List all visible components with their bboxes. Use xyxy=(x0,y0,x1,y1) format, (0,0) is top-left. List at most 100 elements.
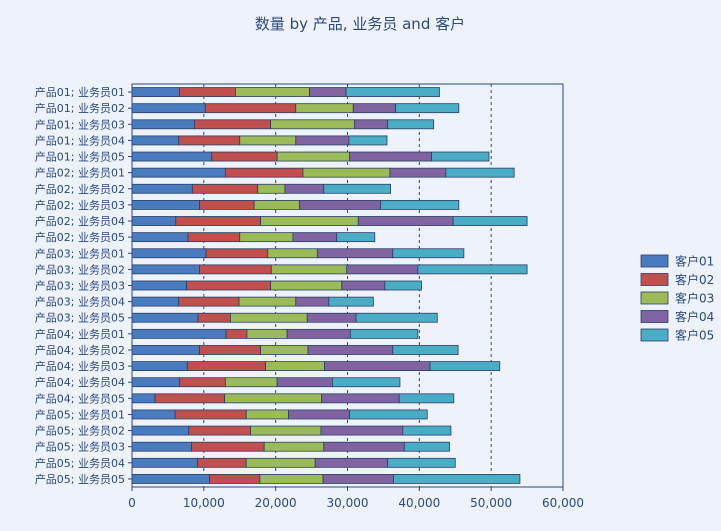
bar-segment xyxy=(341,280,386,291)
bar-segment xyxy=(257,183,286,194)
bar-segment xyxy=(392,345,459,355)
bar-segment xyxy=(357,216,454,226)
bar-segment xyxy=(239,232,294,243)
bar-segment xyxy=(131,103,206,114)
bar-segment xyxy=(194,119,272,130)
bar-segment xyxy=(179,87,236,97)
bar-segment xyxy=(260,216,359,226)
bar-segment xyxy=(314,457,389,468)
y-tick-label: 产品01; 业务员03 xyxy=(35,117,125,131)
bar-segment xyxy=(346,264,419,275)
bar-segment xyxy=(345,87,440,97)
bar-segment xyxy=(197,312,231,323)
bar-segment xyxy=(191,183,259,194)
bar-segment xyxy=(131,425,190,436)
legend: 客户01 客户02 客户03 客户04 客户05 xyxy=(640,254,714,343)
bar-segment xyxy=(387,119,435,130)
y-tick-label: 产品01; 业务员02 xyxy=(35,101,125,115)
bar-segment xyxy=(302,167,391,178)
bar-segment xyxy=(186,361,267,372)
bar-segment xyxy=(199,345,261,355)
bar-segment xyxy=(179,377,226,388)
bar-segment xyxy=(286,328,351,339)
bar-segment xyxy=(307,345,394,355)
y-tick-label: 产品03; 业务员05 xyxy=(35,311,125,325)
bar-segment xyxy=(131,87,180,97)
legend-label: 客户02 xyxy=(675,272,714,287)
bar-segment xyxy=(131,409,176,420)
bar-segment xyxy=(387,457,456,468)
bar-segment xyxy=(265,361,325,372)
grid-layer xyxy=(203,84,492,487)
y-tick-label: 产品02; 业务员01 xyxy=(35,166,125,180)
bar-segment xyxy=(292,232,338,243)
bar-segment xyxy=(204,103,297,114)
bar-segment xyxy=(191,441,265,452)
bar-segment xyxy=(131,216,177,226)
bar-segment xyxy=(238,296,297,307)
bar-segment xyxy=(270,280,343,291)
bar-segment xyxy=(230,312,308,323)
bar-segment xyxy=(131,296,180,307)
bar-segment xyxy=(187,232,241,243)
y-tick-label: 产品03; 业务员03 xyxy=(35,279,125,293)
bar-layer xyxy=(131,87,528,484)
bar-segment xyxy=(323,441,405,452)
y-tick-label: 产品02; 业务员02 xyxy=(35,182,125,196)
bar-segment xyxy=(131,167,226,178)
y-tick-label: 产品02; 业务员05 xyxy=(35,230,125,244)
y-tick-label: 产品02; 业务员03 xyxy=(35,198,125,212)
bar-segment xyxy=(398,393,455,404)
legend-label: 客户03 xyxy=(675,291,714,306)
bar-segment xyxy=(355,312,438,323)
bar-segment xyxy=(352,103,397,114)
bar-segment xyxy=(445,167,515,178)
bar-segment xyxy=(131,119,195,130)
bar-segment xyxy=(196,457,247,468)
y-axis: 产品01; 业务员01 产品01; 业务员02 产品01; 业务员03 产品01; 业… xyxy=(35,85,132,486)
x-axis: 0 10,000 20,000 30,000 40,000 50,000 60,000 xyxy=(128,487,584,510)
bar-segment xyxy=(320,425,404,436)
bar-segment xyxy=(267,248,318,259)
bar-segment xyxy=(178,296,240,307)
bar-segment xyxy=(131,199,200,210)
bar-segment xyxy=(276,151,351,162)
y-tick-label: 产品03; 业务员02 xyxy=(35,262,125,276)
legend-label: 客户04 xyxy=(675,309,714,324)
bar-segment xyxy=(349,328,419,339)
bar-segment xyxy=(348,135,388,146)
bar-segment xyxy=(259,474,324,484)
bar-segment xyxy=(354,119,389,130)
bar-segment xyxy=(131,393,156,404)
bar-segment xyxy=(154,393,226,404)
x-tick-label: 40,000 xyxy=(398,496,440,510)
bar-segment xyxy=(393,474,521,484)
bar-segment xyxy=(131,248,207,259)
x-tick-label: 30,000 xyxy=(327,496,369,510)
y-tick-label: 产品04; 业务员04 xyxy=(35,375,125,389)
bar-segment xyxy=(253,199,300,210)
x-tick-label: 0 xyxy=(128,496,136,510)
y-tick-label: 产品04; 业务员05 xyxy=(35,391,125,405)
y-tick-label: 产品05; 业务员01 xyxy=(35,407,125,421)
x-tick-label: 20,000 xyxy=(255,496,297,510)
y-tick-label: 产品04; 业务员01 xyxy=(35,327,125,341)
bar-segment xyxy=(276,377,333,388)
y-tick-label: 产品01; 业务员05 xyxy=(35,150,125,164)
bar-segment xyxy=(199,199,255,210)
y-tick-label: 产品05; 业务员05 xyxy=(35,472,125,486)
legend-swatch xyxy=(640,328,669,342)
bar-segment xyxy=(452,216,528,226)
bar-segment xyxy=(239,135,297,146)
bar-segment xyxy=(395,103,460,114)
bar-segment xyxy=(245,409,289,420)
bar-segment xyxy=(131,361,188,372)
legend-swatch xyxy=(640,254,669,268)
bar-segment xyxy=(328,296,374,307)
legend-label: 客户01 xyxy=(675,254,714,269)
bar-segment xyxy=(270,264,348,275)
y-tick-label: 产品03; 业务员04 xyxy=(35,295,125,309)
bar-segment xyxy=(295,135,350,146)
bar-segment xyxy=(384,280,422,291)
x-tick-label: 50,000 xyxy=(470,496,512,510)
